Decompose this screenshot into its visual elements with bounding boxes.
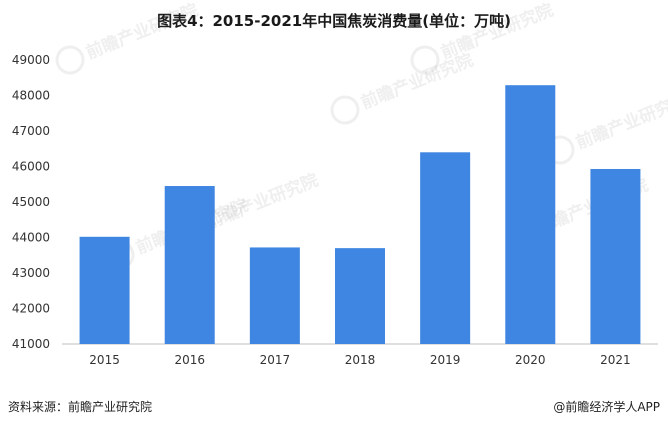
y-tick-label: 43000	[12, 266, 50, 280]
svg-text:前瞻产业研究院: 前瞻产业研究院	[203, 169, 321, 233]
y-tick-label: 48000	[12, 89, 50, 103]
svg-text:前瞻产业研究院: 前瞻产业研究院	[358, 49, 476, 113]
y-axis: 41000 42000 43000 44000 45000 46000 47000 48000…	[12, 53, 50, 351]
bar-2018	[335, 248, 385, 344]
bar-2017	[249, 247, 300, 344]
credit-note: @前瞻经济学人APP	[553, 400, 660, 414]
y-tick-label: 49000	[12, 53, 50, 67]
watermark-6: 前瞻产业研究院	[545, 89, 668, 165]
y-tick-label: 41000	[12, 337, 50, 351]
y-tick-label: 44000	[12, 231, 50, 245]
bar-2021	[590, 168, 641, 344]
x-tick-label: 2019	[430, 353, 461, 367]
x-tick-label: 2015	[89, 353, 120, 367]
bar-2015	[79, 236, 130, 344]
bar-2016	[164, 186, 215, 344]
bar-2020	[505, 85, 556, 344]
x-tick-label: 2021	[600, 353, 631, 367]
x-tick-label: 2020	[515, 353, 546, 367]
source-note: 资料来源：前瞻产业研究院	[8, 400, 153, 414]
watermark-1: 前瞻产业研究院	[55, 0, 201, 75]
svg-text:前瞻产业研究院: 前瞻产业研究院	[438, 0, 556, 63]
svg-text:前瞻产业研究院: 前瞻产业研究院	[573, 89, 668, 153]
x-axis: 2015 2016 2017 2018 2019 2020 2021	[89, 353, 630, 367]
x-tick-label: 2016	[174, 353, 205, 367]
x-tick-label: 2018	[345, 353, 376, 367]
y-tick-label: 45000	[12, 195, 50, 209]
watermark-layer: 前瞻产业研究院前瞻产业研究院前瞻产业研究院前瞻产业研究院前瞻产业研究院前瞻产业研…	[55, 0, 668, 270]
y-tick-label: 47000	[12, 124, 50, 138]
y-tick-label: 46000	[12, 160, 50, 174]
chart-title: 图表4：2015-2021年中国焦炭消费量(单位：万吨)	[157, 12, 511, 30]
bar-2019	[420, 152, 471, 344]
svg-text:前瞻产业研究院: 前瞻产业研究院	[83, 0, 201, 63]
x-tick-label: 2017	[260, 353, 291, 367]
y-tick-label: 42000	[12, 302, 50, 316]
bars-group	[79, 85, 641, 344]
